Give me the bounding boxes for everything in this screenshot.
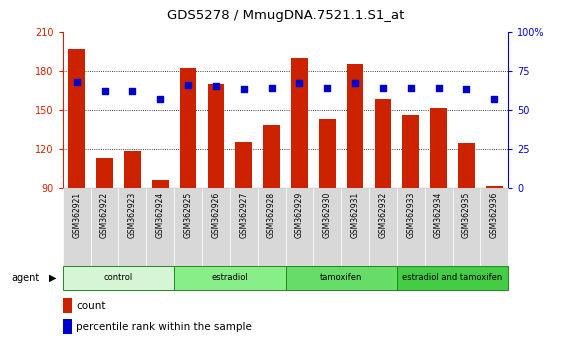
Text: tamoxifen: tamoxifen — [320, 273, 363, 282]
Text: estradiol: estradiol — [211, 273, 248, 282]
Bar — [341, 188, 369, 266]
Bar — [313, 188, 341, 266]
Text: control: control — [104, 273, 133, 282]
Bar — [263, 125, 280, 188]
Bar — [431, 108, 447, 188]
Text: GSM362928: GSM362928 — [267, 192, 276, 238]
Text: GSM362934: GSM362934 — [434, 192, 443, 238]
Bar — [319, 119, 336, 188]
Point — [100, 88, 109, 94]
Bar — [63, 298, 72, 313]
Bar — [63, 266, 174, 290]
Point — [351, 80, 360, 86]
Text: GSM362922: GSM362922 — [100, 192, 109, 238]
Point — [462, 87, 471, 92]
Bar — [347, 64, 363, 188]
Point — [406, 85, 415, 91]
Point — [72, 79, 81, 85]
Bar — [96, 158, 113, 188]
Text: GSM362935: GSM362935 — [462, 192, 471, 238]
Text: ▶: ▶ — [49, 273, 56, 283]
Text: GSM362923: GSM362923 — [128, 192, 137, 238]
Point — [323, 85, 332, 91]
Point — [267, 85, 276, 91]
Point — [239, 87, 248, 92]
Bar — [453, 188, 480, 266]
Text: GSM362929: GSM362929 — [295, 192, 304, 238]
Bar — [403, 115, 419, 188]
Point — [211, 84, 220, 89]
Bar — [291, 58, 308, 188]
Point — [183, 82, 192, 88]
Bar — [397, 188, 425, 266]
Bar — [91, 188, 119, 266]
Text: percentile rank within the sample: percentile rank within the sample — [76, 322, 252, 332]
Point — [434, 85, 443, 91]
Text: count: count — [76, 301, 106, 311]
Bar — [119, 188, 146, 266]
Text: GDS5278 / MmugDNA.7521.1.S1_at: GDS5278 / MmugDNA.7521.1.S1_at — [167, 9, 404, 22]
Bar — [369, 188, 397, 266]
Text: GSM362926: GSM362926 — [211, 192, 220, 238]
Bar — [286, 188, 313, 266]
Text: GSM362927: GSM362927 — [239, 192, 248, 238]
Bar — [180, 68, 196, 188]
Bar — [258, 188, 286, 266]
Text: GSM362930: GSM362930 — [323, 192, 332, 238]
Point — [490, 96, 499, 102]
Point — [128, 88, 137, 94]
Text: GSM362933: GSM362933 — [406, 192, 415, 238]
Text: GSM362931: GSM362931 — [351, 192, 360, 238]
Bar — [458, 143, 475, 188]
Bar — [208, 84, 224, 188]
Bar — [202, 188, 230, 266]
Point — [379, 85, 388, 91]
Bar — [235, 142, 252, 188]
Text: GSM362932: GSM362932 — [379, 192, 388, 238]
Bar — [69, 49, 85, 188]
Text: GSM362924: GSM362924 — [156, 192, 165, 238]
Bar — [425, 188, 452, 266]
Bar — [286, 266, 397, 290]
Text: GSM362936: GSM362936 — [490, 192, 499, 238]
Bar — [230, 188, 258, 266]
Bar — [486, 186, 502, 188]
Point — [295, 80, 304, 86]
Bar — [124, 151, 140, 188]
Text: GSM362921: GSM362921 — [72, 192, 81, 238]
Text: estradiol and tamoxifen: estradiol and tamoxifen — [403, 273, 502, 282]
Text: GSM362925: GSM362925 — [183, 192, 192, 238]
Point — [156, 96, 165, 102]
Bar — [63, 319, 72, 334]
Bar — [174, 188, 202, 266]
Bar — [480, 188, 508, 266]
Text: agent: agent — [11, 273, 39, 283]
Bar — [375, 99, 391, 188]
Bar — [152, 180, 168, 188]
Bar — [146, 188, 174, 266]
Bar — [63, 188, 91, 266]
Bar — [174, 266, 286, 290]
Bar — [397, 266, 508, 290]
